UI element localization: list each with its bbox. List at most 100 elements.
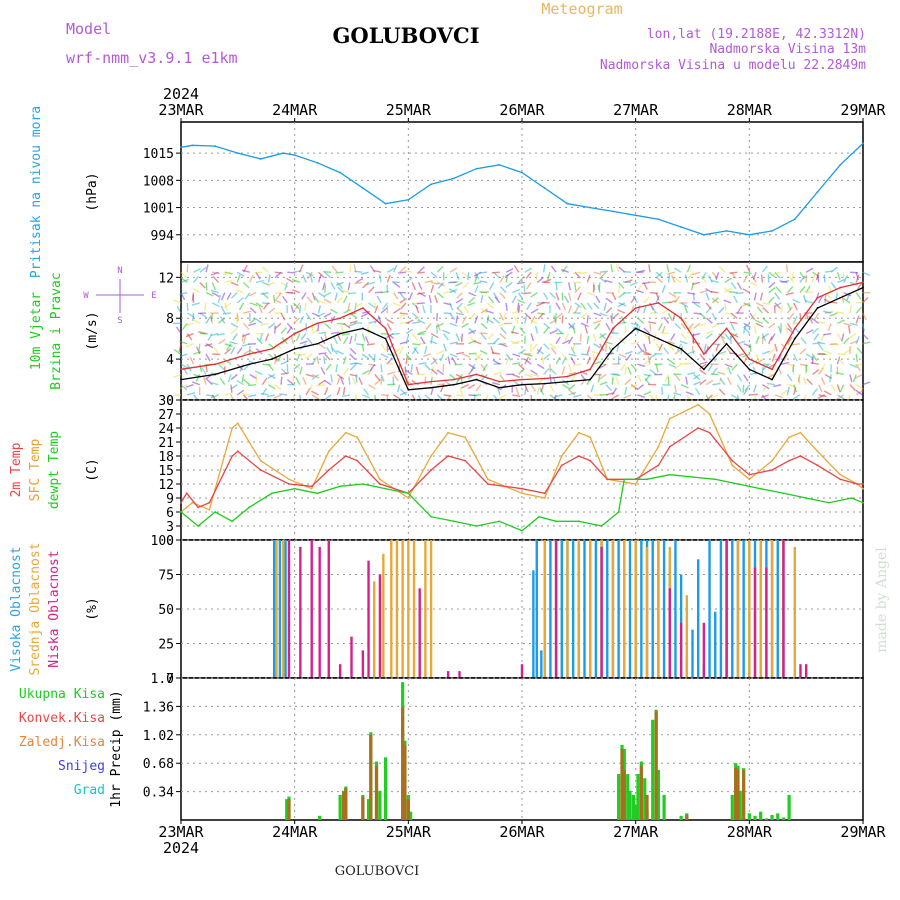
wind-barb <box>293 363 301 370</box>
wind-barb <box>386 318 394 324</box>
wind-barb <box>480 363 487 372</box>
wind-barb <box>643 296 650 304</box>
wind-barb <box>687 372 696 376</box>
wind-barb <box>567 363 572 373</box>
wind-barb <box>377 315 382 324</box>
clouds-bar <box>628 540 632 678</box>
wind-barb <box>699 361 708 365</box>
wind-barb <box>281 368 288 375</box>
wind-barb <box>667 340 676 345</box>
wind-barb <box>736 374 743 382</box>
temperature-data-point <box>577 455 580 457</box>
wind-barb <box>735 291 744 295</box>
wind-barb <box>236 297 244 304</box>
wind-barb <box>749 393 758 396</box>
temperature-data-point <box>452 520 455 523</box>
wind-barb <box>531 343 538 351</box>
wind-barb <box>230 346 236 355</box>
wind-barb <box>329 308 338 314</box>
wind-barb <box>424 376 427 385</box>
wind-barb <box>670 333 676 341</box>
wind-data-point <box>384 327 387 330</box>
wind-barb <box>333 336 338 345</box>
wind-barb <box>219 377 226 386</box>
wind-barb <box>651 305 657 314</box>
clouds-bar <box>287 540 291 678</box>
wind-barb <box>630 341 640 345</box>
wind-barb <box>416 291 425 295</box>
wind-barb <box>543 353 551 360</box>
precip-bar <box>374 765 379 820</box>
wind-barb <box>494 296 501 304</box>
wind-barb <box>399 292 406 300</box>
wind-barb <box>330 374 333 383</box>
temperature-data-point <box>248 506 251 509</box>
clouds-ytick-label: 100 <box>151 534 174 549</box>
wind-barb <box>292 278 301 284</box>
precip-bar <box>736 769 740 820</box>
wind-barb <box>749 312 756 320</box>
wind-barb <box>185 343 194 348</box>
wind-barb <box>624 325 627 334</box>
temperature-data-point <box>714 478 717 481</box>
wind-barb <box>411 333 418 341</box>
wind-barb <box>279 393 288 396</box>
wind-data-point <box>589 368 592 371</box>
wind-barb <box>400 302 407 310</box>
clouds-bar <box>577 540 581 678</box>
wind-barb <box>597 374 601 383</box>
wind-barb <box>674 384 677 393</box>
wind-barb <box>415 366 420 375</box>
wind-barb <box>248 292 257 297</box>
wind-barb <box>624 378 632 386</box>
wind-barb <box>380 343 387 351</box>
wind-barb <box>274 384 282 391</box>
compass-w: W <box>83 291 89 301</box>
wind-barb <box>599 271 607 279</box>
wind-barb <box>316 383 325 387</box>
temperature-data-point <box>521 529 523 532</box>
wind-barb <box>762 302 771 305</box>
wind-barb <box>674 277 682 284</box>
wind-barb <box>442 329 451 335</box>
wind-barb <box>730 332 738 339</box>
wind-data-point <box>180 368 182 371</box>
wind-barb <box>185 322 194 327</box>
wind-barb <box>524 373 533 378</box>
wind-barb <box>802 376 807 385</box>
temperature-data-point <box>430 515 432 518</box>
wind-barb <box>499 312 505 321</box>
wind-barb <box>624 366 627 375</box>
wind-barb <box>805 353 814 359</box>
wind-barb <box>799 271 805 280</box>
pressure-data-point <box>498 163 501 166</box>
clouds-bar <box>275 540 278 678</box>
wind-barb <box>248 394 257 398</box>
pressure-data-point <box>293 154 296 156</box>
wind-barb <box>705 302 712 310</box>
pressure-data-point <box>634 214 637 217</box>
wind-barb <box>179 340 188 345</box>
wind-barb <box>516 281 525 285</box>
temperature-data-point <box>185 492 188 495</box>
wind-barb <box>418 361 427 365</box>
wind-barb <box>830 266 838 273</box>
wind-barb <box>218 363 225 371</box>
clouds-bar <box>554 540 558 678</box>
wind-barb <box>816 320 826 325</box>
wind-barb <box>568 353 577 357</box>
clouds-bar <box>395 540 399 678</box>
wind-barb <box>549 292 556 299</box>
wind-barb <box>461 322 469 328</box>
wind-barb <box>647 356 651 365</box>
wind-barb <box>605 384 613 392</box>
temperature-ytick-label: 0 <box>166 534 174 549</box>
precip-bar <box>787 794 791 820</box>
wind-barb <box>543 326 550 334</box>
wind-barb <box>693 381 702 386</box>
wind-barb <box>761 366 764 375</box>
temperature-data-point <box>623 478 626 481</box>
wind-barb <box>212 275 220 283</box>
temperature-data-point <box>316 492 319 495</box>
chart-type-label: Meteogram <box>541 0 622 18</box>
